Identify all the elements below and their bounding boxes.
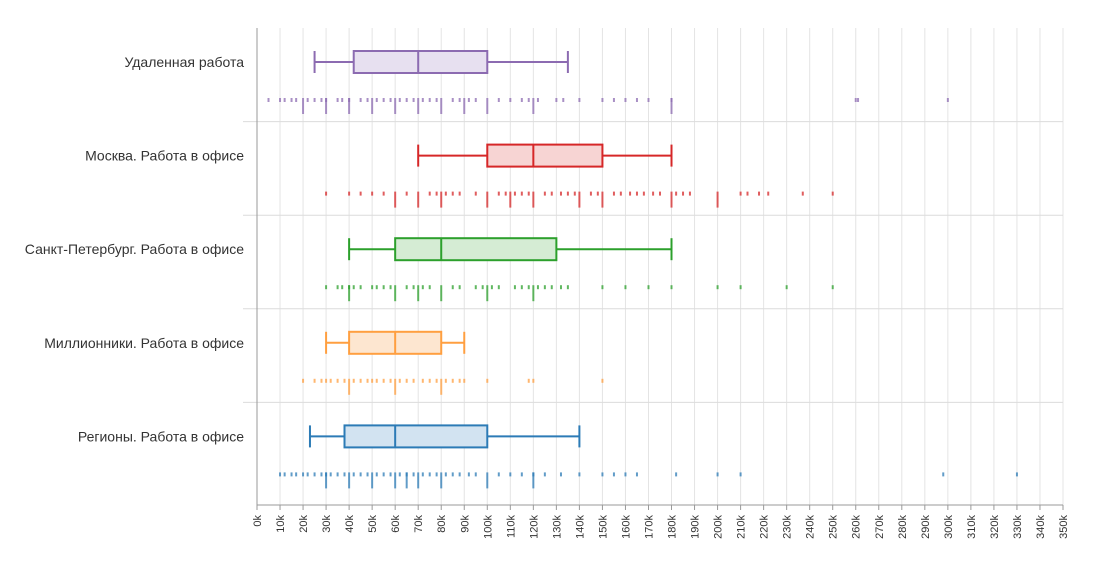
iqr-box <box>394 237 558 262</box>
x-tick-label: 70k <box>413 515 425 533</box>
x-tick-label: 220k <box>759 515 771 539</box>
x-tick-label: 150k <box>597 515 609 539</box>
x-tick-label: 140k <box>574 515 586 539</box>
x-tick-label: 190k <box>690 515 702 539</box>
category-row: Москва. Работа в офисе <box>85 143 834 208</box>
x-tick-label: 110k <box>505 515 517 539</box>
x-tick-label: 320k <box>989 515 1001 539</box>
x-tick-label: 260k <box>851 515 863 539</box>
x-axis: 0k 10k 20k 30k 40k 50k 60k 70k 80k 90k 100k 110k 120… <box>252 28 1070 539</box>
category-row: Санкт-Петербург. Работа в офисе <box>25 237 834 302</box>
category-label: Удаленная работа <box>124 54 244 70</box>
x-tick-label: 100k <box>482 515 494 539</box>
x-tick-label: 160k <box>620 515 632 539</box>
x-tick-label: 50k <box>367 515 379 533</box>
x-tick-label: 210k <box>736 515 748 539</box>
x-tick-label: 60k <box>390 515 402 533</box>
x-tick-label: 120k <box>528 515 540 539</box>
category-label: Санкт-Петербург. Работа в офисе <box>25 241 244 257</box>
category-row: Регионы. Работа в офисе <box>78 424 1018 489</box>
category-rows: Удаленная работа Москва. Работа в офисе Са… <box>25 50 1018 489</box>
x-tick-label: 30k <box>321 515 333 533</box>
x-tick-label: 330k <box>1012 515 1024 539</box>
x-tick-label: 350k <box>1058 515 1070 539</box>
x-tick-label: 40k <box>344 515 356 533</box>
x-tick-label: 180k <box>667 515 679 539</box>
iqr-box <box>343 424 489 449</box>
category-label: Миллионники. Работа в офисе <box>44 335 244 351</box>
row-separators <box>243 121 1063 403</box>
x-tick-label: 200k <box>713 515 725 539</box>
category-label: Москва. Работа в офисе <box>85 148 244 164</box>
x-tick-label: 310k <box>966 515 978 539</box>
category-row: Удаленная работа <box>124 50 949 114</box>
x-tick-label: 250k <box>828 515 840 539</box>
x-tick-label: 290k <box>920 515 932 539</box>
x-tick-label: 270k <box>874 515 886 539</box>
iqr-box <box>352 50 489 74</box>
x-tick-label: 130k <box>551 515 563 539</box>
iqr-box <box>486 143 604 168</box>
category-row: Миллионники. Работа в офисе <box>44 330 604 395</box>
x-tick-label: 0k <box>252 515 264 527</box>
category-label: Регионы. Работа в офисе <box>78 428 244 444</box>
x-tick-label: 90k <box>459 515 471 533</box>
x-tick-label: 10k <box>275 515 287 533</box>
x-tick-label: 340k <box>1035 515 1047 539</box>
x-tick-label: 230k <box>782 515 794 539</box>
x-tick-label: 170k <box>643 515 655 539</box>
x-tick-label: 280k <box>897 515 909 539</box>
x-tick-label: 240k <box>805 515 817 539</box>
x-tick-label: 300k <box>943 515 955 539</box>
x-tick-label: 20k <box>298 515 310 533</box>
x-tick-label: 80k <box>436 515 448 533</box>
